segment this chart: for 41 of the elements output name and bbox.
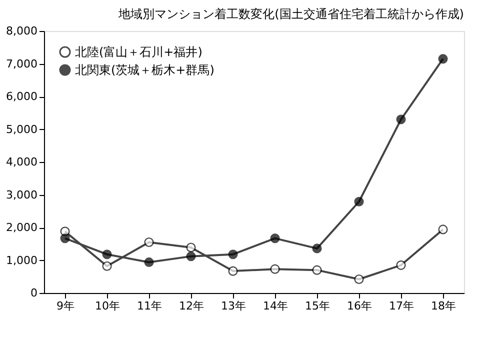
- x-tick-label: 12年: [179, 300, 204, 312]
- point: [354, 274, 364, 284]
- x-tick-label: 11年: [137, 300, 162, 312]
- y-tick-label: 6,000: [6, 90, 38, 103]
- point: [60, 234, 70, 244]
- legend-label: 北陸(富山＋石川+福井): [75, 45, 202, 59]
- x-tick-label: 15年: [305, 300, 330, 312]
- y-tick-label: 4,000: [6, 156, 38, 168]
- point: [228, 266, 238, 276]
- point: [396, 114, 406, 124]
- point: [186, 242, 196, 252]
- point: [144, 257, 154, 267]
- x-tick-label: 9年: [56, 300, 74, 312]
- point: [312, 265, 322, 275]
- point: [186, 252, 196, 262]
- point: [102, 261, 112, 271]
- point: [270, 234, 280, 244]
- point: [396, 260, 406, 270]
- y-tick-label: 5,000: [6, 122, 38, 136]
- legend-label: 北関東(茨城＋栃木+群馬): [75, 63, 214, 77]
- x-tick-label: 14年: [263, 300, 288, 312]
- y-tick-label: 7,000: [6, 57, 38, 70]
- x-tick-label: 18年: [431, 300, 456, 312]
- x-tick-label: 16年: [347, 300, 372, 312]
- x-tick-label: 17年: [389, 300, 414, 312]
- point: [438, 224, 448, 234]
- point: [228, 250, 238, 260]
- point: [102, 250, 112, 260]
- point: [144, 237, 154, 248]
- x-tick-label: 13年: [221, 300, 246, 312]
- point: [354, 196, 364, 206]
- y-tick-label: 0: [30, 286, 38, 300]
- point: [270, 264, 280, 274]
- point: [438, 54, 448, 64]
- y-tick-label: 8,000: [6, 24, 38, 38]
- y-tick-label: 3,000: [6, 188, 38, 202]
- x-tick-label: 10年: [95, 300, 120, 312]
- y-tick-label: 2,000: [6, 221, 38, 234]
- y-tick-label: 1,000: [6, 254, 38, 267]
- point: [312, 244, 322, 254]
- chart-title: 地域別マンション着工数変化(国土交通省住宅着工統計から作成): [118, 7, 464, 21]
